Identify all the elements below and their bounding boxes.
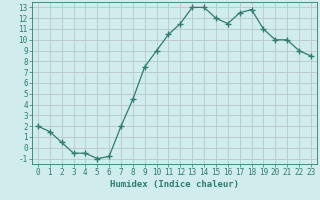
X-axis label: Humidex (Indice chaleur): Humidex (Indice chaleur)	[110, 180, 239, 189]
